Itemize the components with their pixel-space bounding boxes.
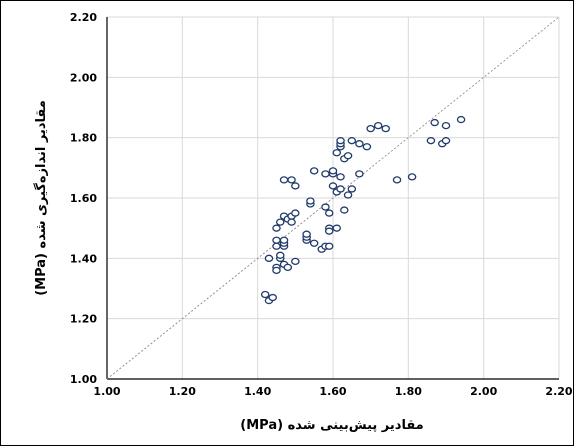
data-point — [355, 140, 364, 148]
data-point — [321, 170, 330, 178]
y-tick-label: 2.20 — [70, 11, 97, 24]
x-tick-label: 2.20 — [545, 385, 572, 398]
data-point — [426, 137, 436, 145]
data-point — [309, 167, 319, 175]
data-point — [309, 239, 319, 247]
y-tick-label: 1.20 — [70, 313, 97, 326]
data-point — [306, 197, 315, 205]
x-tick-label: 1.60 — [319, 385, 346, 398]
data-points — [260, 115, 466, 305]
data-point — [343, 191, 353, 199]
data-point — [324, 209, 334, 217]
y-tick-label: 1.80 — [70, 132, 97, 145]
y-tick-label: 1.40 — [70, 252, 97, 265]
data-point — [328, 167, 338, 175]
data-point — [283, 263, 293, 272]
data-point — [276, 251, 285, 259]
axes — [106, 17, 559, 380]
data-point — [272, 242, 281, 250]
reference-line-y-equals-x — [106, 16, 560, 380]
y-tick-label: 1.60 — [70, 192, 97, 205]
x-tick-label: 1.00 — [93, 385, 120, 398]
data-point — [392, 176, 402, 184]
x-tick-label: 2.00 — [470, 385, 497, 398]
y-tick-label: 1.00 — [70, 373, 97, 386]
data-point — [441, 137, 451, 145]
data-point — [291, 257, 300, 266]
data-point — [332, 224, 342, 232]
x-tick-label: 1.20 — [169, 385, 196, 398]
data-point — [336, 137, 345, 145]
data-point — [347, 185, 357, 193]
data-point — [381, 124, 390, 133]
data-point — [260, 290, 270, 299]
x-tick-labels: 1.00 1.20 1.40 1.60 1.80 2.00 2.20 — [93, 385, 572, 398]
data-point — [324, 227, 334, 235]
data-point — [287, 176, 296, 184]
data-point — [355, 170, 364, 178]
data-point — [441, 121, 451, 130]
data-point — [324, 242, 334, 250]
data-point — [264, 254, 274, 262]
data-point — [366, 124, 375, 133]
data-point — [287, 218, 296, 226]
data-point — [340, 206, 349, 214]
data-point — [279, 176, 289, 184]
data-point — [362, 143, 372, 151]
x-tick-label: 1.40 — [244, 385, 271, 398]
data-point — [302, 230, 311, 238]
data-point — [336, 173, 345, 181]
data-point — [268, 293, 277, 302]
y-tick-label: 2.00 — [70, 71, 97, 84]
data-point — [328, 182, 338, 190]
data-point — [373, 121, 383, 130]
data-point — [347, 137, 357, 145]
data-point — [321, 203, 330, 211]
data-point — [332, 149, 342, 157]
data-point — [272, 266, 281, 275]
data-point — [456, 115, 466, 124]
data-point — [291, 182, 300, 190]
data-point — [291, 209, 300, 217]
y-axis-title: مقادیر اندازه‌گیری شده (MPa) — [33, 100, 49, 296]
y-tick-labels: 1.00 1.20 1.40 1.60 1.80 2.00 2.20 — [70, 11, 97, 386]
data-point — [276, 218, 285, 226]
x-axis-title: مقادیر پیش‌بینی شده (MPa) — [240, 418, 423, 433]
data-point — [430, 118, 439, 127]
x-tick-label: 1.80 — [395, 385, 422, 398]
data-point — [336, 185, 345, 193]
data-point — [407, 173, 417, 181]
data-point — [272, 224, 281, 232]
data-point — [272, 236, 281, 244]
data-point — [279, 236, 289, 244]
data-point — [343, 152, 353, 160]
